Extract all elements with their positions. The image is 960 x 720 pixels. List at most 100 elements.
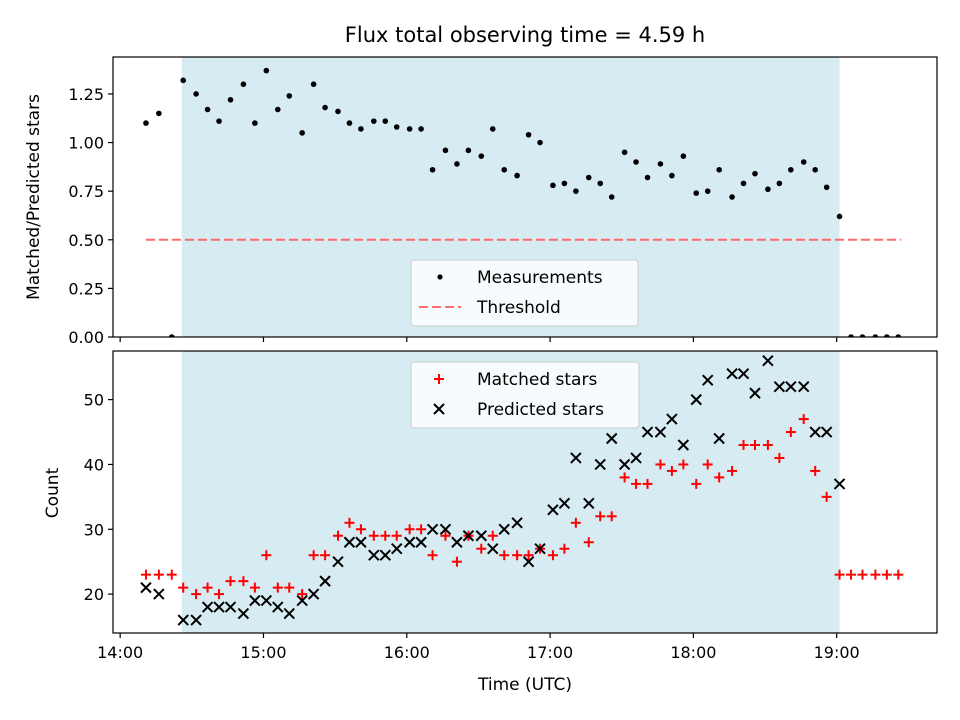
matched-star-point xyxy=(750,440,761,450)
predicted-star-point xyxy=(201,601,214,613)
measurement-point xyxy=(765,186,771,193)
measurement-point xyxy=(216,118,222,124)
matched-star-point xyxy=(619,472,630,483)
predicted-star-point xyxy=(451,536,463,548)
count-y-axis-label: Count xyxy=(43,467,63,518)
matched-star-point xyxy=(499,550,510,561)
matched-star-point xyxy=(284,582,295,593)
measurement-point xyxy=(429,166,436,173)
matched-star-point xyxy=(416,524,427,535)
predicted-star-point xyxy=(343,536,356,548)
measurement-point xyxy=(143,120,149,126)
matched-star-point xyxy=(631,478,642,489)
legend-matched-marker xyxy=(434,374,444,384)
matched-star-point xyxy=(355,524,366,535)
matched-star-point xyxy=(440,530,451,541)
matched-star-point xyxy=(655,459,666,470)
legend-measurements-label: Measurements xyxy=(477,268,603,288)
measurement-point xyxy=(382,118,389,124)
matched-star-point xyxy=(191,589,202,600)
measurement-point xyxy=(776,180,783,187)
measurement-point xyxy=(406,126,413,132)
matched-star-point xyxy=(320,550,331,561)
predicted-star-point xyxy=(583,497,595,510)
chart-title: Flux total observing time = 4.59 h xyxy=(345,23,705,47)
predicted-star-point xyxy=(666,413,678,425)
predicted-star-point xyxy=(426,523,439,535)
measurement-point xyxy=(823,184,830,191)
measurement-point xyxy=(573,188,579,194)
legend-predicted-label: Predicted stars xyxy=(477,400,604,420)
measurement-point xyxy=(633,159,639,165)
legend-predicted-marker xyxy=(433,403,445,415)
measurement-point xyxy=(740,180,747,187)
matched-star-point xyxy=(559,543,570,554)
matched-star-point xyxy=(368,530,379,541)
matched-star-point xyxy=(714,472,725,483)
count-y-tick-label: 50 xyxy=(84,391,104,410)
matched-star-point xyxy=(774,452,785,463)
ratio-panel-frame xyxy=(112,56,938,338)
matched-star-point xyxy=(308,550,319,561)
measurement-point xyxy=(322,104,328,111)
matched-star-point xyxy=(523,550,534,561)
matched-star-point xyxy=(451,556,462,567)
matched-star-point xyxy=(762,440,773,450)
matched-star-point xyxy=(332,530,343,541)
matched-star-point xyxy=(404,524,415,535)
legend-threshold-label: Threshold xyxy=(476,298,561,318)
matched-star-point xyxy=(606,511,617,522)
measurement-point xyxy=(788,166,794,173)
count-legend: Matched stars Predicted stars xyxy=(410,361,640,429)
predicted-star-point xyxy=(213,601,225,613)
measurement-point xyxy=(442,147,449,154)
matched-star-point xyxy=(785,427,796,438)
predicted-star-point xyxy=(762,355,774,367)
predicted-star-point xyxy=(534,543,546,555)
matched-star-point xyxy=(391,530,402,541)
predicted-star-point xyxy=(332,555,344,568)
measurement-point xyxy=(465,147,472,154)
matched-star-point xyxy=(238,576,249,587)
measurement-point xyxy=(895,334,902,337)
predicted-star-point xyxy=(702,374,714,386)
predicted-star-point xyxy=(319,575,331,587)
matched-star-point xyxy=(427,550,438,561)
matched-star-point xyxy=(595,511,606,522)
matched-star-point xyxy=(846,569,857,580)
measurement-point xyxy=(537,139,543,146)
matched-star-point xyxy=(225,576,236,587)
ratio-y-tick-label: 0.75 xyxy=(68,182,104,201)
predicted-star-point xyxy=(224,601,237,613)
matched-star-point xyxy=(261,550,272,561)
measurement-point xyxy=(644,174,651,181)
predicted-star-point xyxy=(272,601,284,613)
matched-star-point xyxy=(810,465,821,476)
predicted-star-point xyxy=(820,426,833,438)
matched-star-point xyxy=(202,582,213,593)
predicted-star-point xyxy=(415,536,427,548)
predicted-star-point xyxy=(630,452,642,464)
matched-star-point xyxy=(140,569,151,580)
predicted-star-point xyxy=(153,588,165,600)
predicted-star-point xyxy=(594,458,606,471)
measurement-point xyxy=(812,166,818,173)
predicted-star-point xyxy=(307,588,320,600)
predicted-star-point xyxy=(522,555,535,568)
predicted-star-point xyxy=(690,393,702,406)
measurement-point xyxy=(393,124,400,130)
predicted-star-point xyxy=(355,536,367,548)
predicted-star-point xyxy=(798,380,810,393)
measurement-point xyxy=(729,194,735,200)
predicted-star-point xyxy=(177,614,189,626)
measurement-point xyxy=(204,106,211,113)
measurement-point xyxy=(704,188,711,194)
matched-star-point xyxy=(380,530,391,541)
measurement-point xyxy=(657,161,664,167)
measurement-point xyxy=(561,180,568,187)
measurement-point xyxy=(597,180,604,187)
matched-star-point xyxy=(570,517,581,528)
measurement-point xyxy=(227,96,234,103)
measurement-point xyxy=(299,130,305,136)
x-tick-label: 17:00 xyxy=(527,643,573,662)
